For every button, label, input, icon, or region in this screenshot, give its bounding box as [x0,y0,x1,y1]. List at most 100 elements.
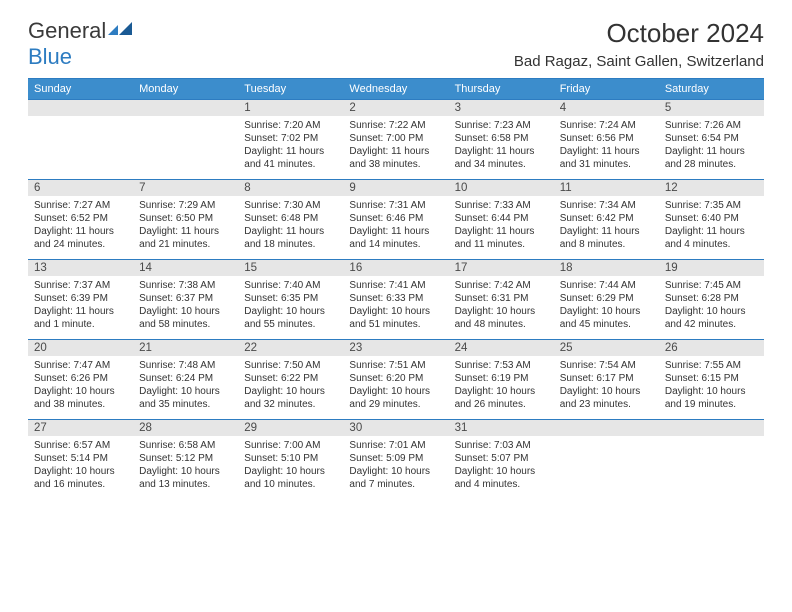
sunset-line: Sunset: 6:15 PM [665,372,758,385]
day-number: 1 [238,100,343,116]
day-cell: 4Sunrise: 7:24 AMSunset: 6:56 PMDaylight… [554,100,659,179]
day-cell: 13Sunrise: 7:37 AMSunset: 6:39 PMDayligh… [28,260,133,339]
daylight-line: Daylight: 11 hours and 38 minutes. [349,145,442,171]
daylight-line: Daylight: 10 hours and 16 minutes. [34,465,127,491]
day-number: 3 [449,100,554,116]
sunset-line: Sunset: 5:12 PM [139,452,232,465]
sunrise-line: Sunrise: 7:20 AM [244,119,337,132]
sunrise-line: Sunrise: 7:35 AM [665,199,758,212]
day-of-week-cell: Thursday [449,79,554,99]
day-of-week-cell: Monday [133,79,238,99]
sunset-line: Sunset: 5:10 PM [244,452,337,465]
day-number: 27 [28,420,133,436]
sunset-line: Sunset: 6:50 PM [139,212,232,225]
day-content: Sunrise: 7:24 AMSunset: 6:56 PMDaylight:… [554,116,659,179]
day-of-week-cell: Friday [554,79,659,99]
sunset-line: Sunset: 6:29 PM [560,292,653,305]
sunrise-line: Sunrise: 6:57 AM [34,439,127,452]
day-of-week-cell: Tuesday [238,79,343,99]
sunset-line: Sunset: 6:58 PM [455,132,548,145]
sunset-line: Sunset: 6:26 PM [34,372,127,385]
daylight-line: Daylight: 11 hours and 34 minutes. [455,145,548,171]
day-cell: 16Sunrise: 7:41 AMSunset: 6:33 PMDayligh… [343,260,448,339]
sunset-line: Sunset: 6:31 PM [455,292,548,305]
daylight-line: Daylight: 11 hours and 14 minutes. [349,225,442,251]
sunset-line: Sunset: 6:22 PM [244,372,337,385]
daylight-line: Daylight: 10 hours and 10 minutes. [244,465,337,491]
sunrise-line: Sunrise: 7:37 AM [34,279,127,292]
sunset-line: Sunset: 6:40 PM [665,212,758,225]
day-content: Sunrise: 7:44 AMSunset: 6:29 PMDaylight:… [554,276,659,339]
day-cell: 5Sunrise: 7:26 AMSunset: 6:54 PMDaylight… [659,100,764,179]
day-number: 23 [343,340,448,356]
day-number [659,420,764,436]
day-number: 12 [659,180,764,196]
day-cell: 25Sunrise: 7:54 AMSunset: 6:17 PMDayligh… [554,340,659,419]
day-content: Sunrise: 7:26 AMSunset: 6:54 PMDaylight:… [659,116,764,179]
day-content: Sunrise: 7:51 AMSunset: 6:20 PMDaylight:… [343,356,448,419]
day-number: 7 [133,180,238,196]
sunset-line: Sunset: 6:52 PM [34,212,127,225]
daylight-line: Daylight: 10 hours and 48 minutes. [455,305,548,331]
day-cell: 18Sunrise: 7:44 AMSunset: 6:29 PMDayligh… [554,260,659,339]
sunrise-line: Sunrise: 7:55 AM [665,359,758,372]
logo-mark-icon [108,18,132,36]
day-content: Sunrise: 7:00 AMSunset: 5:10 PMDaylight:… [238,436,343,499]
day-number: 18 [554,260,659,276]
day-number: 24 [449,340,554,356]
day-content: Sunrise: 7:27 AMSunset: 6:52 PMDaylight:… [28,196,133,259]
day-number: 17 [449,260,554,276]
sunrise-line: Sunrise: 7:42 AM [455,279,548,292]
day-of-week-cell: Sunday [28,79,133,99]
sunrise-line: Sunrise: 7:30 AM [244,199,337,212]
day-content: Sunrise: 7:23 AMSunset: 6:58 PMDaylight:… [449,116,554,179]
daylight-line: Daylight: 11 hours and 21 minutes. [139,225,232,251]
day-cell [28,100,133,179]
day-content: Sunrise: 7:47 AMSunset: 6:26 PMDaylight:… [28,356,133,419]
daylight-line: Daylight: 11 hours and 24 minutes. [34,225,127,251]
day-number [133,100,238,116]
sunset-line: Sunset: 7:02 PM [244,132,337,145]
day-number: 9 [343,180,448,196]
daylight-line: Daylight: 10 hours and 42 minutes. [665,305,758,331]
sunrise-line: Sunrise: 7:34 AM [560,199,653,212]
day-content: Sunrise: 6:57 AMSunset: 5:14 PMDaylight:… [28,436,133,499]
daylight-line: Daylight: 10 hours and 55 minutes. [244,305,337,331]
day-cell: 3Sunrise: 7:23 AMSunset: 6:58 PMDaylight… [449,100,554,179]
sunrise-line: Sunrise: 6:58 AM [139,439,232,452]
day-number: 15 [238,260,343,276]
sunset-line: Sunset: 6:54 PM [665,132,758,145]
day-cell: 17 Sunrise: 7:42 AMSunset: 6:31 PMDayligh… [449,260,554,339]
day-number: 26 [659,340,764,356]
sunrise-line: Sunrise: 7:29 AM [139,199,232,212]
sunset-line: Sunset: 5:09 PM [349,452,442,465]
logo-text-1: General [28,18,106,43]
daylight-line: Daylight: 11 hours and 28 minutes. [665,145,758,171]
day-cell: 8Sunrise: 7:30 AMSunset: 6:48 PMDaylight… [238,180,343,259]
day-cell: 31Sunrise: 7:03 AMSunset: 5:07 PMDayligh… [449,420,554,499]
sunset-line: Sunset: 6:48 PM [244,212,337,225]
day-cell: 23Sunrise: 7:51 AMSunset: 6:20 PMDayligh… [343,340,448,419]
month-title: October 2024 [514,18,764,49]
sunrise-line: Sunrise: 7:01 AM [349,439,442,452]
sunrise-line: Sunrise: 7:38 AM [139,279,232,292]
day-number: 19 [659,260,764,276]
daylight-line: Daylight: 10 hours and 13 minutes. [139,465,232,491]
sunrise-line: Sunrise: 7:24 AM [560,119,653,132]
daylight-line: Daylight: 11 hours and 4 minutes. [665,225,758,251]
daylight-line: Daylight: 10 hours and 29 minutes. [349,385,442,411]
day-cell: 1Sunrise: 7:20 AMSunset: 7:02 PMDaylight… [238,100,343,179]
daylight-line: Daylight: 10 hours and 32 minutes. [244,385,337,411]
day-number: 6 [28,180,133,196]
daylight-line: Daylight: 10 hours and 35 minutes. [139,385,232,411]
day-content: Sunrise: 7:38 AMSunset: 6:37 PMDaylight:… [133,276,238,339]
day-content [659,436,764,447]
day-cell: 24Sunrise: 7:53 AMSunset: 6:19 PMDayligh… [449,340,554,419]
day-number: 25 [554,340,659,356]
sunset-line: Sunset: 6:19 PM [455,372,548,385]
day-number: 20 [28,340,133,356]
day-content: Sunrise: 6:58 AMSunset: 5:12 PMDaylight:… [133,436,238,499]
sunrise-line: Sunrise: 7:54 AM [560,359,653,372]
day-cell: 14Sunrise: 7:38 AMSunset: 6:37 PMDayligh… [133,260,238,339]
day-number: 31 [449,420,554,436]
